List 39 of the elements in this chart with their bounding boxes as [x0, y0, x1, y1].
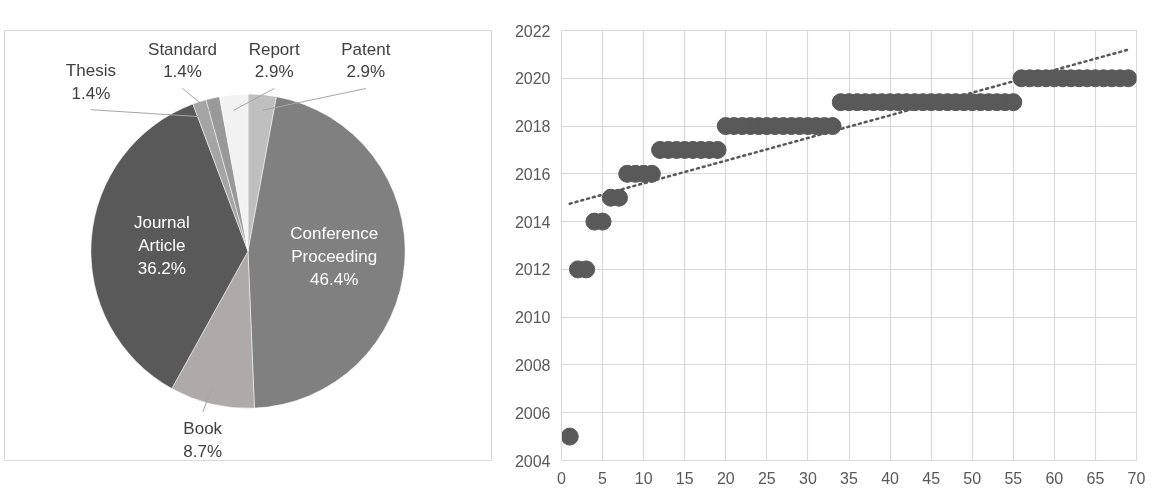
x-tick-label: 30: [799, 469, 817, 487]
x-tick-label: 35: [840, 469, 858, 487]
slice-label: Patent: [341, 39, 391, 59]
data-label: 36.2%: [137, 258, 186, 278]
y-tick-label: 2006: [514, 404, 551, 422]
data-label: 46.4%: [310, 269, 359, 289]
x-tick-label: 15: [675, 469, 694, 487]
x-tick-label: 5: [598, 469, 608, 487]
y-tick-label: 2018: [514, 118, 551, 136]
slice-label: Journal Article: [133, 213, 190, 255]
y-tick-label: 2010: [514, 309, 551, 327]
slice-label: Standard: [148, 39, 218, 59]
data-label: 8.7%: [183, 441, 223, 461]
data-label: 1.4%: [163, 62, 202, 82]
x-tick-label: 25: [757, 469, 776, 487]
x-tick-label: 20: [716, 469, 735, 487]
x-tick-label: 50: [963, 469, 982, 487]
slice-label: Conference Proceeding: [290, 224, 379, 267]
x-tick-label: 70: [1127, 469, 1146, 487]
data-label: 2.9%: [346, 62, 386, 82]
y-tick-label: 2012: [514, 261, 551, 279]
y-tick-label: 2014: [514, 213, 551, 231]
x-tick-label: 65: [1086, 469, 1105, 487]
x-tick-label: 55: [1004, 469, 1023, 487]
x-tick-label: 0: [557, 469, 567, 487]
slice-label: Book: [183, 419, 223, 439]
x-tick-label: 60: [1045, 469, 1064, 487]
x-tick-label: 40: [881, 469, 900, 487]
slice-label: Report: [248, 39, 300, 59]
y-tick-label: 2016: [514, 165, 551, 183]
y-tick-label: 2008: [514, 356, 551, 374]
slice-label: Thesis: [65, 60, 116, 80]
y-tick-label: 2004: [514, 452, 551, 470]
y-tick-label: 2020: [514, 70, 551, 88]
x-tick-label: 10: [634, 469, 653, 487]
x-tick-label: 45: [922, 469, 941, 487]
data-label: 1.4%: [71, 83, 111, 103]
data-label: 2.9%: [254, 62, 294, 82]
y-tick-label: 2022: [514, 22, 551, 40]
